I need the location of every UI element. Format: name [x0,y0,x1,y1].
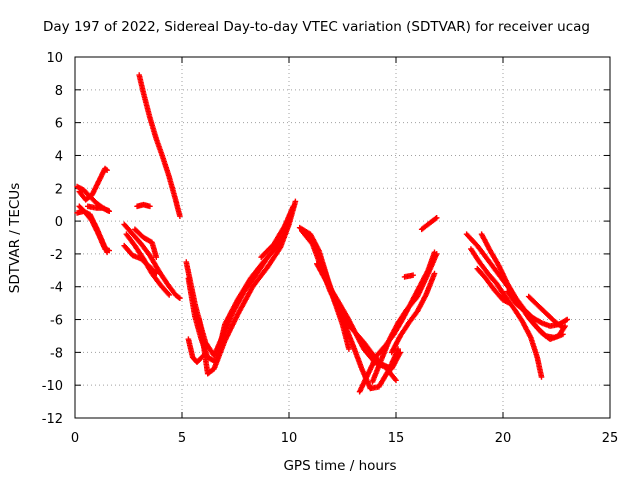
data-point [165,291,171,297]
series-arc-27 [468,246,545,380]
x-tick-label: 20 [495,431,512,446]
x-axis-label: GPS time / hours [283,458,396,474]
data-point [433,215,440,221]
series-arc-16 [258,203,297,260]
x-tick-label: 10 [281,431,298,446]
y-tick-label: 0 [55,215,63,230]
data-point [395,346,401,352]
data-point [410,272,416,278]
series-arc-22 [369,251,440,385]
series-arc-11 [132,226,160,260]
y-tick-label: 4 [55,149,63,164]
y-axis-label: SDTVAR / TECUs [7,183,23,293]
data-point [346,346,352,352]
y-tick-label: -6 [50,314,63,329]
series-arc-7 [134,201,153,210]
data-point [431,270,438,277]
series-arc-30 [504,288,568,342]
data-point [106,247,112,254]
data-points [74,72,570,395]
x-tick-label: 5 [178,431,186,446]
data-point [177,295,183,301]
data-point [290,203,297,210]
series-arc-15 [185,336,207,365]
grid-lines [75,57,610,418]
plot-frame [74,56,611,419]
series-arc-19 [305,231,352,352]
data-point [106,208,112,214]
series-arc-31 [525,293,566,331]
series-arc-2 [76,165,110,203]
y-tick-label: -4 [50,281,63,296]
series-arc-4 [76,203,112,254]
data-point [166,292,172,298]
series-arc-5 [85,203,112,214]
y-tick-label: 8 [55,84,63,99]
x-tick-label: 25 [602,431,619,446]
data-point [200,352,207,359]
series-arc-14 [196,198,299,377]
x-tick-label: 0 [71,431,79,446]
series-arc-25 [418,215,440,233]
chart-title: Day 197 of 2022, Sidereal Day-to-day VTE… [43,19,590,35]
y-tick-label: -10 [42,379,63,394]
data-point [433,251,440,257]
data-point [104,167,110,173]
data-point [564,316,570,323]
x-tick-label: 15 [388,431,405,446]
series-arc-24 [401,272,416,280]
data-point [152,269,159,276]
data-point [292,198,299,205]
y-tick-label: -8 [50,346,63,361]
data-point [560,324,566,331]
y-tick-label: -12 [42,412,63,427]
series-arc-9 [123,231,172,298]
series-arc-28 [474,265,513,306]
data-point [176,294,182,301]
data-point [177,213,183,219]
data-point [153,270,160,277]
data-point [199,353,206,360]
series-arc-6 [136,72,183,219]
axis-ticks: 0 5 10 15 20 25 -12 -10 -8 -6 -4 -2 0 2 4 6 8 10 [42,51,619,446]
data-point [147,203,153,210]
series-arc-10 [121,242,160,277]
data-point [393,377,399,384]
y-tick-label: -2 [50,248,63,263]
y-tick-label: 6 [55,117,63,132]
data-point [432,215,439,222]
data-point [153,254,160,260]
data-point [538,374,545,380]
series-arc-8 [121,221,183,301]
series-arc-23 [388,270,438,356]
data-point [103,166,109,173]
y-tick-label: 10 [46,51,63,66]
data-point [397,349,404,356]
data-point [506,300,513,306]
y-tick-label: 2 [55,182,63,197]
